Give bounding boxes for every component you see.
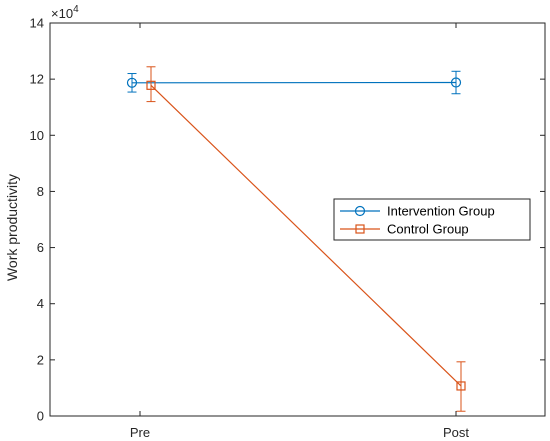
series-layer	[126, 66, 466, 412]
legend-box	[333, 198, 531, 241]
legend-item: Intervention Group	[340, 204, 495, 219]
data-point	[146, 80, 156, 90]
legend-label: Control Group	[387, 222, 469, 237]
series-line	[150, 84, 462, 387]
y-tick-label: 2	[37, 352, 44, 367]
y-tick-label: 14	[30, 16, 44, 31]
y-tick-label: 12	[30, 72, 44, 87]
y-exponent-power: 4	[73, 4, 79, 15]
y-exponent-label: ×104	[51, 4, 79, 21]
y-tick-label: 8	[37, 184, 44, 199]
legend-marker	[355, 224, 365, 234]
x-tick-label: Pre	[130, 425, 150, 440]
legend-label: Intervention Group	[387, 204, 495, 219]
y-tick-label: 0	[37, 409, 44, 424]
legend: Intervention Group Control Group	[333, 198, 531, 241]
y-axis-label: Work productivity	[4, 174, 20, 281]
data-point	[450, 77, 462, 88]
y-tick-label: 4	[37, 296, 44, 311]
x-tick-label: Post	[443, 425, 469, 440]
data-point	[456, 381, 466, 391]
y-tick-label: 10	[30, 128, 44, 143]
y-tick-label: 6	[37, 240, 44, 255]
series-0	[126, 70, 462, 95]
data-point	[126, 77, 138, 88]
y-exponent-base: ×10	[51, 6, 73, 21]
legend-marker	[354, 205, 366, 217]
legend-item: Control Group	[340, 222, 469, 237]
series-1	[146, 66, 466, 412]
